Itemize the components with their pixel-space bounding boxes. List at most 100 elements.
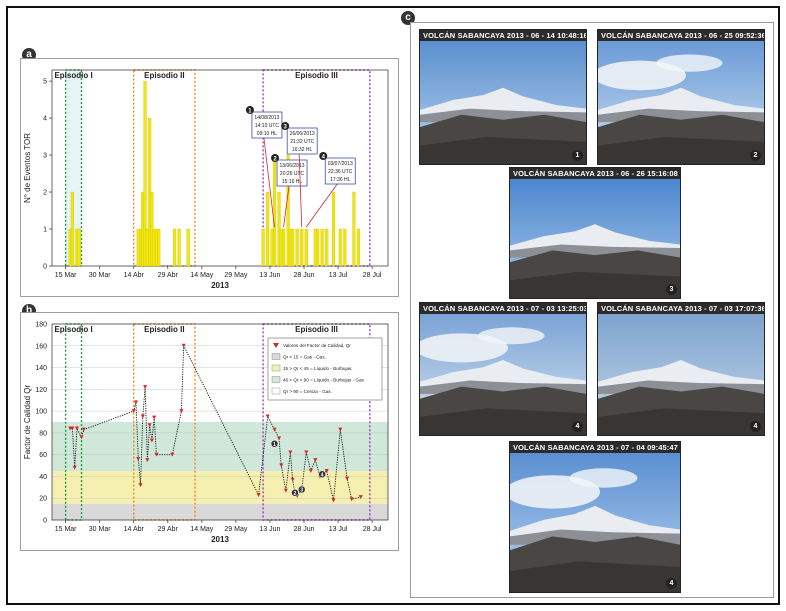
x-tick-label: 13 Jun	[259, 526, 280, 533]
annotation-number-badge	[245, 106, 254, 114]
annotation-box	[251, 111, 283, 139]
annotation-text: 20:26 UTC	[280, 171, 305, 177]
bar	[286, 154, 290, 267]
bar	[300, 228, 304, 267]
annotation-number-badge	[281, 122, 290, 130]
y-tick-label: 5	[43, 79, 47, 86]
volcano-photo-3: VOLCÁN SABANCAYA 2013 - 06 - 26 15:16:08…	[509, 167, 681, 299]
qr-point	[131, 409, 136, 414]
x-axis-title: 2013	[211, 281, 229, 290]
foreground-shadow	[510, 561, 680, 592]
annotation-text: 21:32 UTC	[290, 139, 315, 145]
annotation-text: 17:36 HL	[330, 177, 351, 183]
qr-point	[72, 465, 77, 470]
legend-swatch	[271, 387, 281, 395]
point-label: 3	[300, 488, 303, 494]
qr-point	[138, 483, 143, 488]
point-label: 4	[321, 472, 324, 478]
annotation-text: 22:36 UTC	[328, 169, 353, 175]
x-tick-label: 14 May	[190, 526, 213, 533]
point-label-badge	[270, 440, 279, 448]
legend-label: Qr < 15 = Gas - Gas.	[283, 355, 326, 360]
y-tick-label: 3	[43, 153, 47, 160]
bar	[272, 154, 277, 267]
photo-number-badge: 4	[572, 421, 583, 432]
quality-band	[52, 422, 388, 471]
episode-label: Episodio II	[144, 325, 184, 334]
episode-label: Episodio I	[54, 325, 92, 334]
x-tick-label: 13 Jun	[259, 272, 280, 279]
volcano-scene	[598, 41, 764, 164]
quality-factor-chart: Episodio I Episodio II Episodio III 0 20 40 60…	[20, 312, 399, 551]
bar	[338, 228, 342, 267]
foreground-shadow	[598, 136, 764, 164]
volcano-scene	[510, 453, 680, 592]
annotation-arrow	[298, 153, 303, 228]
x-tick-label: 28 Jul	[363, 272, 382, 279]
x-tick-label: 30 Mar	[89, 526, 111, 533]
legend-swatch	[271, 364, 281, 372]
legend-label: 46 > Qr < 90 = Líquido - Burbujas - Gas	[283, 378, 365, 383]
x-axis-title: 2013	[211, 535, 229, 544]
annotation-arrow	[305, 183, 338, 228]
x-tick-label: 28 Jun	[293, 526, 314, 533]
x-tick-label: 30 Mar	[89, 272, 111, 279]
legend-box	[267, 337, 383, 401]
volcano-photo-2: VOLCÁN SABANCAYA 2013 - 06 - 25 09:52:36…	[597, 29, 765, 165]
bar	[316, 228, 320, 267]
qr-point	[272, 427, 277, 432]
annotation-arrow	[263, 137, 275, 228]
y-tick-label: 20	[39, 496, 47, 503]
qr-point	[304, 450, 309, 455]
qr-point	[279, 463, 284, 468]
x-tick-label: 15 Mar	[55, 526, 77, 533]
x-tick-label: 13 Jul	[329, 526, 348, 533]
annotation-number-badge	[319, 152, 328, 160]
bar	[157, 228, 161, 267]
qr-point	[324, 469, 329, 473]
episode-box	[64, 69, 83, 267]
quality-band	[52, 471, 388, 504]
bar	[295, 228, 299, 267]
qr-point	[256, 492, 261, 497]
photo-caption: VOLCÁN SABANCAYA 2013 - 06 - 26 15:16:08	[510, 168, 680, 179]
qr-point	[74, 426, 79, 431]
volcano-scene	[420, 314, 586, 435]
y-tick-label: 60	[39, 452, 47, 459]
episode-label: Episodio II	[144, 71, 184, 80]
x-tick-label: 14 Abr	[124, 272, 145, 279]
qr-point	[81, 427, 86, 432]
point-label: 2	[294, 491, 297, 497]
annotation-box	[324, 157, 356, 185]
qr-point	[170, 452, 175, 457]
photo-number-badge: 3	[666, 284, 677, 295]
bar	[320, 228, 324, 267]
qr-point	[136, 457, 141, 462]
qr-point	[345, 476, 350, 481]
qr-point	[154, 452, 159, 457]
annotation-text: 26/06/2013	[290, 131, 315, 137]
y-axis-title: Factor de Calidad Qr	[23, 385, 32, 460]
x-tick-label: 13 Jul	[329, 272, 348, 279]
volcano-photo-1: VOLCÁN SABANCAYA 2013 - 06 - 14 10:48:16…	[419, 29, 587, 165]
volcano-scene	[510, 179, 680, 298]
qr-point	[152, 415, 157, 420]
qr-point	[338, 427, 343, 432]
bar	[266, 191, 270, 267]
foreground-shadow	[510, 271, 680, 298]
qr-point	[134, 400, 138, 405]
legend-swatch	[271, 376, 281, 383]
qr-point	[358, 495, 363, 500]
episode-box	[133, 323, 196, 521]
qr-point	[179, 409, 184, 414]
photo-caption: VOLCÁN SABANCAYA 2013 - 07 - 03 13:25:03	[420, 303, 586, 314]
annotation-number: 2	[273, 157, 277, 163]
photo-number-badge: 2	[750, 150, 761, 161]
qr-point	[288, 450, 293, 455]
episode-label: Episodio I	[54, 71, 92, 80]
qr-point	[181, 343, 186, 348]
y-tick-label: 120	[35, 387, 47, 394]
legend-swatch	[273, 343, 279, 348]
cloud	[478, 327, 545, 345]
episode-label: Episodio III	[295, 325, 338, 334]
